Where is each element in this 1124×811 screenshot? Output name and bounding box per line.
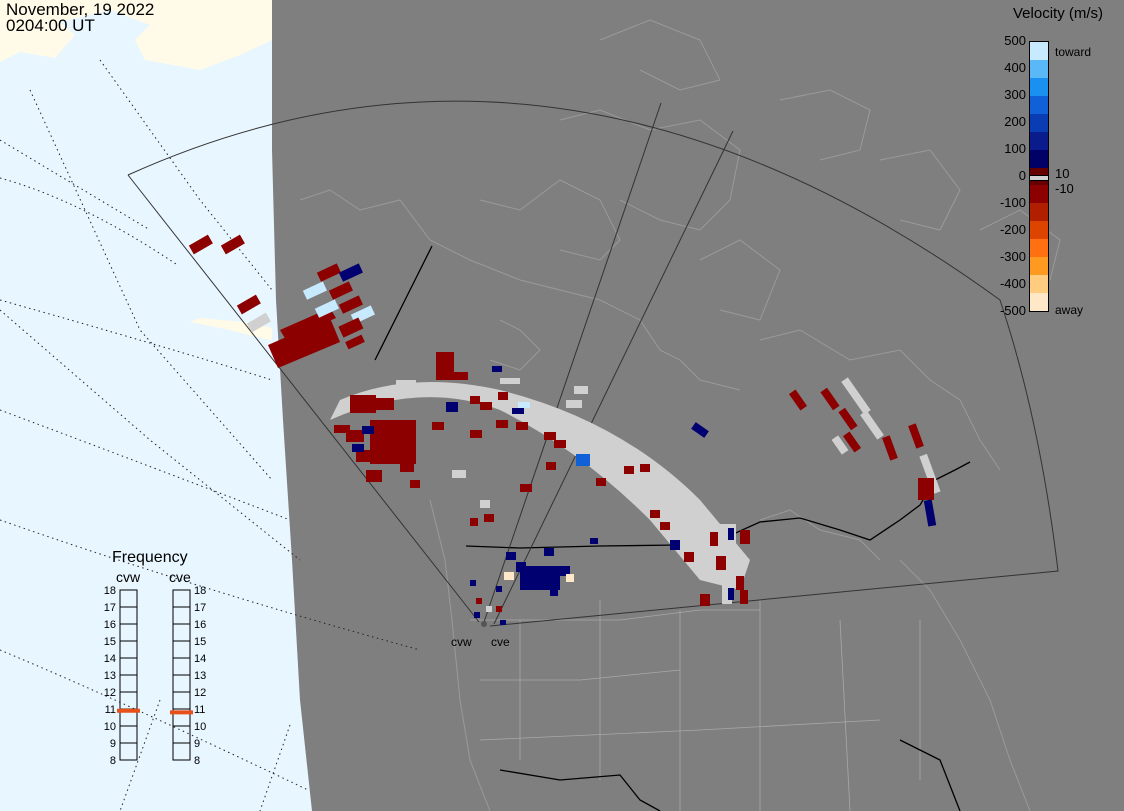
frequency-tick-label: 14 bbox=[104, 653, 116, 665]
frequency-tick-label: 10 bbox=[104, 721, 116, 733]
magnetic-grid-lines bbox=[0, 59, 421, 811]
velocity-tick-label: -200 bbox=[999, 222, 1026, 237]
freq-radar-label-cvw: cvw bbox=[116, 569, 141, 585]
frequency-tick-label: 9 bbox=[110, 738, 116, 750]
frequency-tick-label: 10 bbox=[194, 721, 206, 733]
colorbar-swatch bbox=[1030, 203, 1048, 222]
radar-site-marker bbox=[481, 621, 487, 627]
colorbar-swatch bbox=[1030, 42, 1048, 61]
radar-site-label-cvw: cvw bbox=[451, 635, 472, 649]
colorbar-swatch bbox=[1030, 257, 1048, 276]
frequency-tick-label: 11 bbox=[194, 704, 205, 716]
velocity-tick-label: -400 bbox=[999, 276, 1026, 291]
field-of-view bbox=[127, 100, 1059, 627]
toward-label: toward bbox=[1055, 45, 1092, 59]
near-radar-cells bbox=[470, 538, 598, 625]
frequency-tick-label: 17 bbox=[194, 602, 206, 614]
frequency-tick-label: 12 bbox=[194, 687, 206, 699]
alaska-cells bbox=[188, 234, 375, 368]
velocity-colorbar bbox=[1029, 41, 1049, 312]
frequency-tick-label: 18 bbox=[194, 585, 206, 597]
colorbar-swatch bbox=[1030, 131, 1048, 151]
velocity-tick-label: 200 bbox=[1004, 114, 1026, 129]
colorbar-swatch bbox=[1030, 59, 1048, 79]
colorbar-zero-band bbox=[1030, 175, 1048, 181]
frequency-tick-label: 14 bbox=[194, 653, 206, 665]
velocity-tick-label: -300 bbox=[999, 249, 1026, 264]
velocity-tick-label: 400 bbox=[1004, 60, 1026, 75]
frequency-title: Frequency bbox=[112, 549, 188, 566]
frequency-tick-label: 9 bbox=[194, 738, 200, 750]
velocity-tick-label: -500 bbox=[999, 303, 1026, 318]
frequency-tick-label: 18 bbox=[104, 585, 116, 597]
scatter-cells bbox=[188, 234, 941, 627]
night-side-region bbox=[272, 0, 1124, 811]
sunlit-alaska-land bbox=[0, 0, 272, 70]
away-label: away bbox=[1055, 303, 1084, 317]
velocity-tick-label: 300 bbox=[1004, 87, 1026, 102]
velocity-tick-minus-10: -10 bbox=[1055, 181, 1074, 196]
frequency-tick-label: 15 bbox=[194, 636, 206, 648]
state-borders bbox=[470, 600, 921, 811]
southern-cells bbox=[596, 464, 750, 606]
velocity-scale-title: Velocity (m/s) bbox=[1013, 5, 1104, 22]
velocity-tick-label: 100 bbox=[1004, 141, 1026, 156]
frequency-tick-label: 17 bbox=[104, 602, 116, 614]
frequency-tick-label: 12 bbox=[104, 687, 116, 699]
velocity-tick-label: 0 bbox=[1018, 168, 1026, 183]
colorbar-swatch bbox=[1030, 239, 1048, 258]
colorbar-swatch bbox=[1030, 113, 1048, 133]
colorbar-swatch bbox=[1030, 185, 1048, 204]
velocity-tick-label: 500 bbox=[1004, 33, 1026, 48]
colorbar-swatch bbox=[1030, 149, 1048, 169]
frequency-tick-label: 8 bbox=[110, 755, 116, 767]
colorbar-swatch bbox=[1030, 293, 1048, 312]
colorbar-swatch bbox=[1030, 95, 1048, 115]
velocity-tick-label: -100 bbox=[999, 195, 1026, 210]
frequency-gauges: 18 17 16 15 14 13 12 11 10 9 8 18 17 16 15 14 13 12 11 10 9 8 bbox=[104, 585, 207, 767]
frequency-tick-label: 16 bbox=[104, 619, 116, 631]
frequency-tick-label: 13 bbox=[104, 670, 116, 682]
west-cluster bbox=[334, 352, 590, 526]
colorbar-swatch bbox=[1030, 275, 1048, 294]
colorbar-swatch bbox=[1030, 221, 1048, 240]
coastlines bbox=[299, 19, 1061, 811]
frequency-tick-label: 15 bbox=[104, 636, 116, 648]
frequency-tick-label: 11 bbox=[105, 704, 116, 716]
freq-radar-label-cve: cve bbox=[169, 569, 191, 585]
east-cells bbox=[691, 377, 941, 527]
date-label: November, 19 2022 bbox=[6, 0, 155, 19]
time-label: 0204:00 UT bbox=[6, 16, 95, 35]
velocity-tick-10: 10 bbox=[1055, 166, 1070, 181]
colorbar-swatch bbox=[1030, 77, 1048, 97]
frequency-tick-label: 8 bbox=[194, 755, 200, 767]
frequency-tick-label: 16 bbox=[194, 619, 206, 631]
radar-site-label-cve: cve bbox=[491, 635, 510, 649]
frequency-tick-label: 13 bbox=[194, 670, 206, 682]
